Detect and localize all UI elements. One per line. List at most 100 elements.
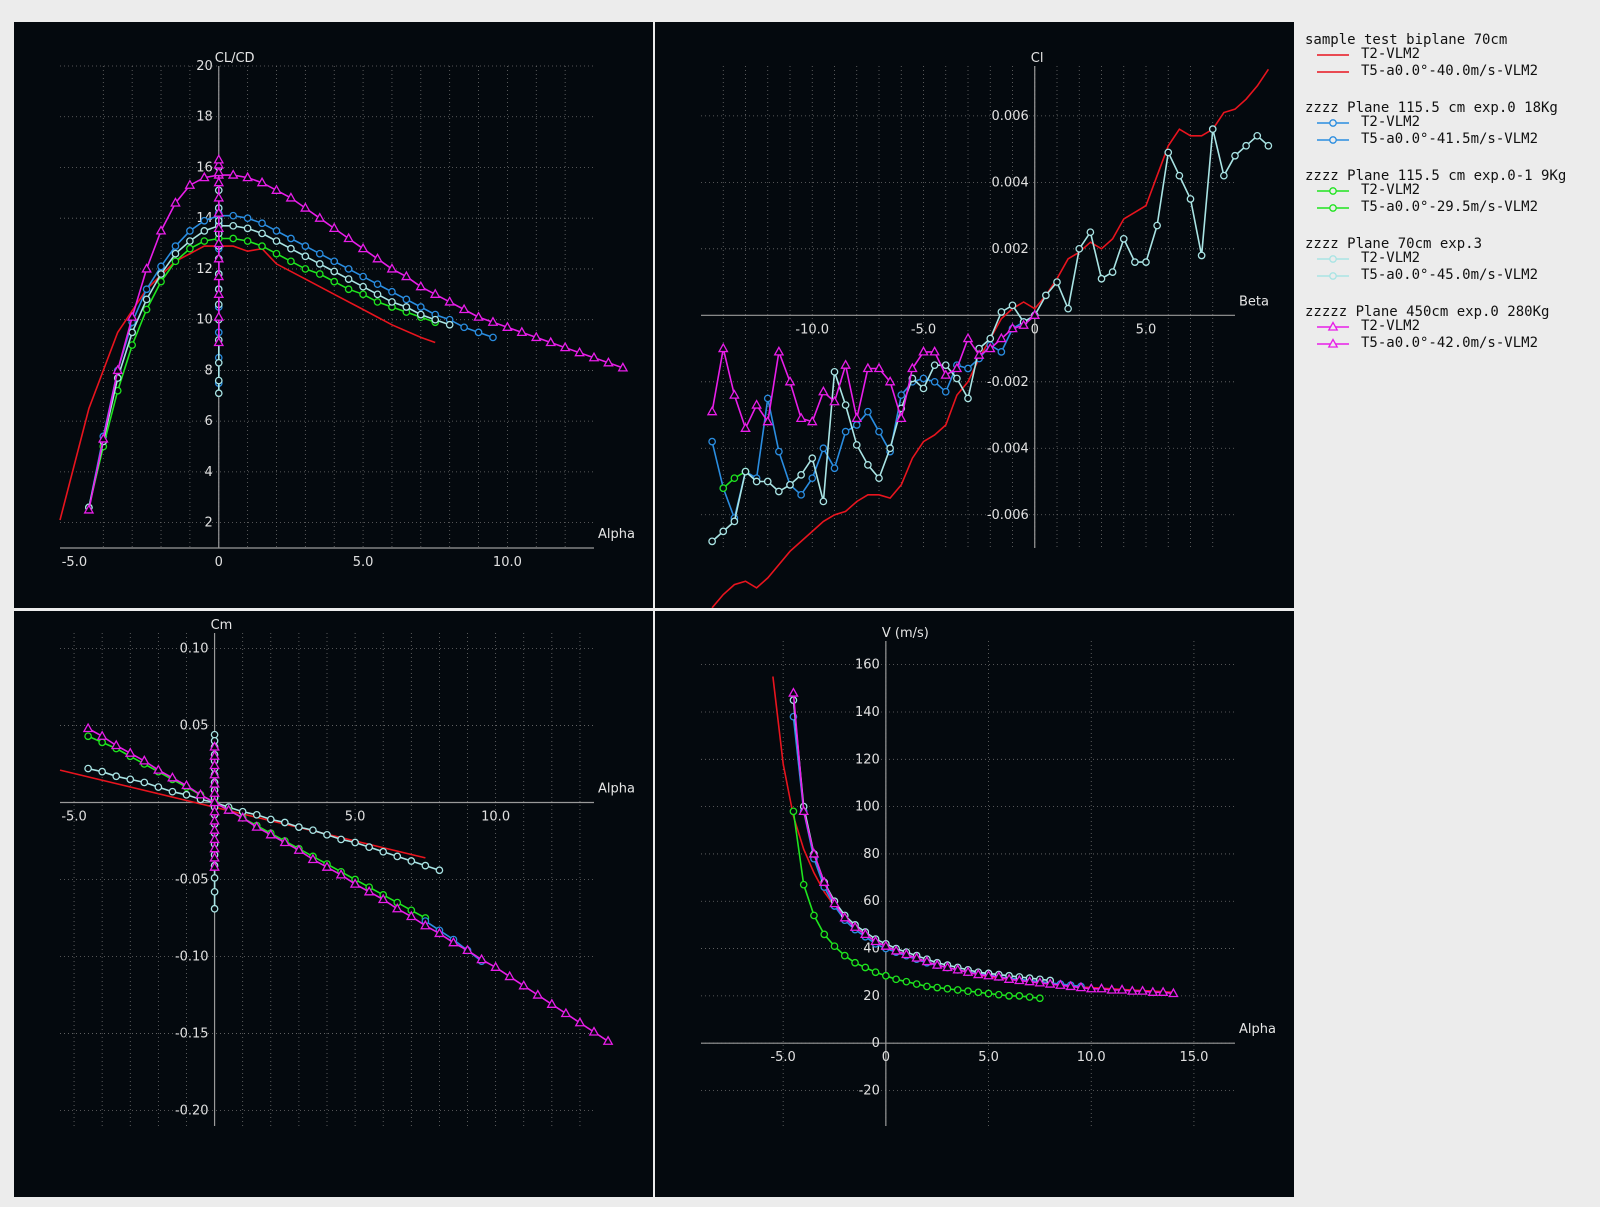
data-point — [819, 497, 828, 506]
data-point — [243, 237, 252, 245]
legend-group-title: sample test biplane 70cm — [1305, 32, 1508, 48]
data-point — [301, 265, 310, 273]
data-point — [1036, 994, 1044, 1003]
legend-swatch — [1317, 71, 1349, 73]
data-point — [1029, 309, 1041, 319]
y-tick-label: -20 — [859, 1084, 880, 1099]
data-point — [730, 517, 739, 526]
graph-svg: -5.0 5.0 10.0 0.10 0.05 -0.05 -0.10 -0.15 -0.20 C… — [59, 618, 635, 1126]
data-point — [373, 280, 382, 289]
data-point — [911, 952, 922, 962]
data-point — [841, 401, 850, 409]
data-point — [84, 732, 92, 741]
data-point — [964, 987, 972, 995]
data-point — [1242, 141, 1250, 150]
data-point — [912, 980, 921, 988]
x-tick-label: 10.0 — [1077, 1050, 1106, 1065]
data-point — [602, 1035, 614, 1045]
data-point — [314, 212, 326, 222]
data-point — [213, 237, 225, 248]
data-point — [1197, 251, 1206, 260]
legend-entry-label: T2-VLM2 — [1361, 114, 1421, 130]
data-point — [1053, 278, 1061, 286]
data-point — [1131, 258, 1139, 266]
data-point — [1119, 235, 1128, 243]
data-point — [808, 474, 817, 483]
data-point — [1085, 982, 1097, 993]
data-point — [972, 968, 984, 979]
y-tick-label: -0.20 — [175, 1104, 209, 1119]
data-point — [328, 222, 340, 233]
cm-vs-alpha-graph[interactable]: -5.0 5.0 10.0 0.10 0.05 -0.05 -0.10 -0.15 -0.20 C… — [14, 611, 653, 1197]
data-point — [344, 285, 353, 294]
data-point — [213, 252, 225, 263]
velocity-vs-alpha-graph[interactable]: -5.0 0 5.0 10.0 15.0 160 140 120 100 80 60 40 20 0 -20… — [655, 611, 1294, 1197]
data-point — [1044, 978, 1056, 988]
data-point — [1042, 291, 1050, 300]
data-point — [330, 267, 339, 276]
data-point — [359, 282, 367, 291]
y-tick-label: 10 — [196, 313, 213, 328]
y-tick-label: 80 — [863, 847, 880, 862]
data-point — [126, 775, 135, 784]
data-point — [154, 783, 163, 791]
data-point — [445, 320, 454, 329]
y-tick-label: 0 — [872, 1036, 880, 1051]
data-point — [388, 287, 396, 296]
data-point — [502, 321, 513, 331]
data-point — [930, 377, 939, 386]
data-point — [128, 328, 137, 337]
legend-entry-label: T5-a0.0°-40.0m/s-VLM2 — [1361, 63, 1539, 79]
data-point — [112, 364, 124, 375]
data-point — [806, 415, 818, 426]
data-series — [209, 741, 220, 871]
legend-entry-label: T5-a0.0°-42.0m/s-VLM2 — [1361, 335, 1539, 351]
data-point — [918, 346, 929, 356]
legend-entry-label: T2-VLM2 — [1361, 182, 1421, 198]
cl-vs-beta-graph[interactable]: -10.0 -5.0 0 5.0 -0.006 -0.004 -0.002 0.002 0.00… — [655, 22, 1294, 608]
x-axis-title: Alpha — [1239, 1022, 1276, 1037]
data-point — [435, 866, 444, 875]
data-point — [719, 484, 728, 493]
data-point — [730, 474, 739, 483]
data-point — [559, 341, 571, 352]
x-tick-label: -5.0 — [61, 809, 86, 824]
data-point — [919, 384, 928, 393]
y-axis-title: CL/CD — [215, 51, 255, 66]
data-point — [252, 810, 261, 819]
data-point — [209, 787, 220, 797]
data-point — [773, 346, 785, 356]
data-series — [706, 309, 1041, 432]
y-tick-label: 20 — [863, 989, 880, 1004]
data-point — [321, 861, 333, 871]
data-point — [763, 394, 772, 403]
data-point — [518, 979, 530, 990]
y-tick-label: 20 — [196, 59, 213, 74]
data-point — [942, 961, 953, 972]
data-point — [775, 447, 783, 456]
data-point — [227, 169, 239, 179]
data-point — [157, 270, 165, 278]
data-point — [401, 270, 412, 281]
legend-swatch — [1317, 187, 1349, 195]
data-point — [272, 227, 281, 235]
data-point — [997, 348, 1006, 356]
data-point — [1168, 987, 1179, 998]
data-series — [708, 125, 1273, 546]
data-point — [849, 921, 861, 931]
data-point — [1007, 322, 1018, 333]
data-point — [209, 861, 220, 871]
series-line — [88, 237, 436, 508]
data-point — [112, 772, 121, 781]
data-point — [272, 249, 281, 258]
x-axis-title: Alpha — [598, 527, 635, 542]
data-point — [213, 270, 225, 281]
x-tick-label: -5.0 — [62, 555, 87, 570]
data-point — [223, 804, 234, 814]
data-point — [864, 407, 872, 416]
data-point — [460, 323, 468, 332]
data-point — [1208, 125, 1217, 134]
data-point — [213, 176, 225, 187]
